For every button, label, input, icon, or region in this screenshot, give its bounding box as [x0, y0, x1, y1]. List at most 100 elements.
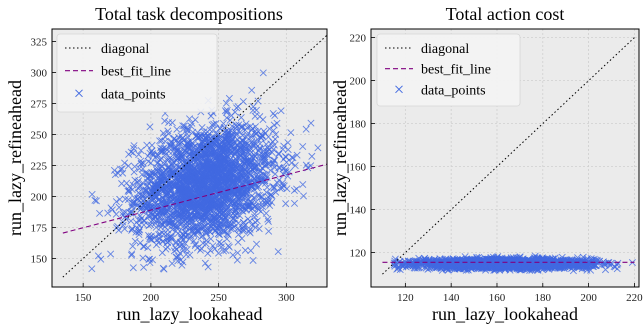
data-point	[179, 243, 187, 251]
data-point	[137, 214, 146, 222]
data-point	[285, 168, 293, 176]
data-point	[179, 136, 187, 144]
data-point	[200, 198, 208, 206]
data-point	[248, 205, 256, 213]
data-point	[287, 129, 295, 137]
data-point	[411, 264, 419, 272]
data-point	[223, 206, 231, 214]
data-point	[222, 99, 230, 107]
x-tick-label: 250	[210, 292, 227, 304]
data-point	[204, 263, 212, 271]
data-point	[288, 159, 296, 167]
data-point	[252, 240, 261, 248]
data-point	[159, 202, 167, 210]
data-point	[264, 215, 272, 223]
data-point	[153, 150, 161, 158]
data-point	[181, 147, 189, 155]
data-point	[248, 131, 256, 140]
data-point	[237, 173, 245, 181]
data-point	[262, 161, 270, 169]
data-point	[161, 133, 169, 141]
data-point	[150, 187, 158, 195]
data-point	[184, 138, 193, 146]
data-point	[194, 179, 202, 187]
data-point	[175, 138, 183, 146]
data-point	[178, 204, 186, 212]
data-point	[293, 185, 301, 193]
chart-title: Total task decompositions	[95, 4, 283, 24]
data-point	[129, 210, 137, 218]
data-point	[139, 159, 147, 167]
data-point	[167, 142, 175, 150]
data-point	[129, 242, 137, 250]
data-point	[173, 222, 181, 230]
data-point	[265, 125, 273, 133]
plot-frame	[51, 28, 328, 288]
data-points	[88, 69, 322, 273]
data-point	[208, 152, 216, 160]
data-point	[130, 168, 138, 176]
y-tick-label: 200	[31, 191, 48, 203]
data-point	[234, 135, 242, 143]
data-point	[220, 124, 228, 132]
data-point	[215, 155, 223, 163]
data-point	[196, 174, 204, 182]
data-point	[251, 180, 259, 188]
data-point	[130, 199, 138, 207]
data-point	[218, 163, 226, 171]
data-point	[546, 259, 554, 267]
data-point	[198, 124, 206, 132]
data-point	[223, 106, 231, 114]
data-point	[217, 185, 225, 193]
data-point	[302, 161, 310, 169]
data-point	[614, 259, 622, 267]
data-point	[208, 121, 216, 129]
data-point	[220, 228, 228, 236]
data-point	[572, 259, 580, 267]
legend-box	[56, 33, 218, 113]
data-point	[308, 152, 316, 160]
data-point	[248, 86, 256, 94]
data-point	[199, 154, 207, 163]
data-point	[258, 131, 266, 139]
data-point	[167, 155, 175, 163]
data-point	[151, 199, 159, 207]
data-point	[227, 141, 235, 149]
data-point	[148, 236, 156, 244]
data-point	[181, 239, 189, 248]
data-point	[174, 154, 182, 162]
data-point	[221, 139, 229, 147]
data-point	[92, 197, 100, 205]
data-point	[152, 223, 160, 231]
data-point	[180, 158, 188, 166]
data-point	[215, 221, 223, 229]
data-point	[190, 211, 198, 219]
data-point	[202, 186, 210, 194]
data-point	[140, 242, 148, 250]
data-point	[185, 191, 193, 199]
data-point	[203, 237, 211, 245]
data-point	[223, 235, 231, 243]
data-point	[205, 140, 213, 148]
data-point	[158, 177, 166, 185]
data-point	[266, 202, 274, 210]
data-point	[198, 203, 206, 211]
data-point	[180, 122, 188, 130]
data-point	[222, 158, 230, 166]
data-point	[173, 148, 181, 156]
data-point	[112, 210, 120, 218]
data-point	[302, 125, 310, 133]
data-point	[259, 203, 267, 211]
data-point	[191, 206, 199, 214]
data-point	[507, 257, 515, 265]
data-point	[147, 148, 155, 156]
data-point	[180, 181, 188, 189]
data-point	[148, 141, 156, 149]
y-tick-label: 325	[31, 36, 48, 48]
data-point	[224, 128, 232, 136]
data-point	[221, 145, 229, 153]
data-point	[252, 140, 260, 149]
data-point	[141, 169, 149, 177]
data-point	[270, 156, 278, 164]
